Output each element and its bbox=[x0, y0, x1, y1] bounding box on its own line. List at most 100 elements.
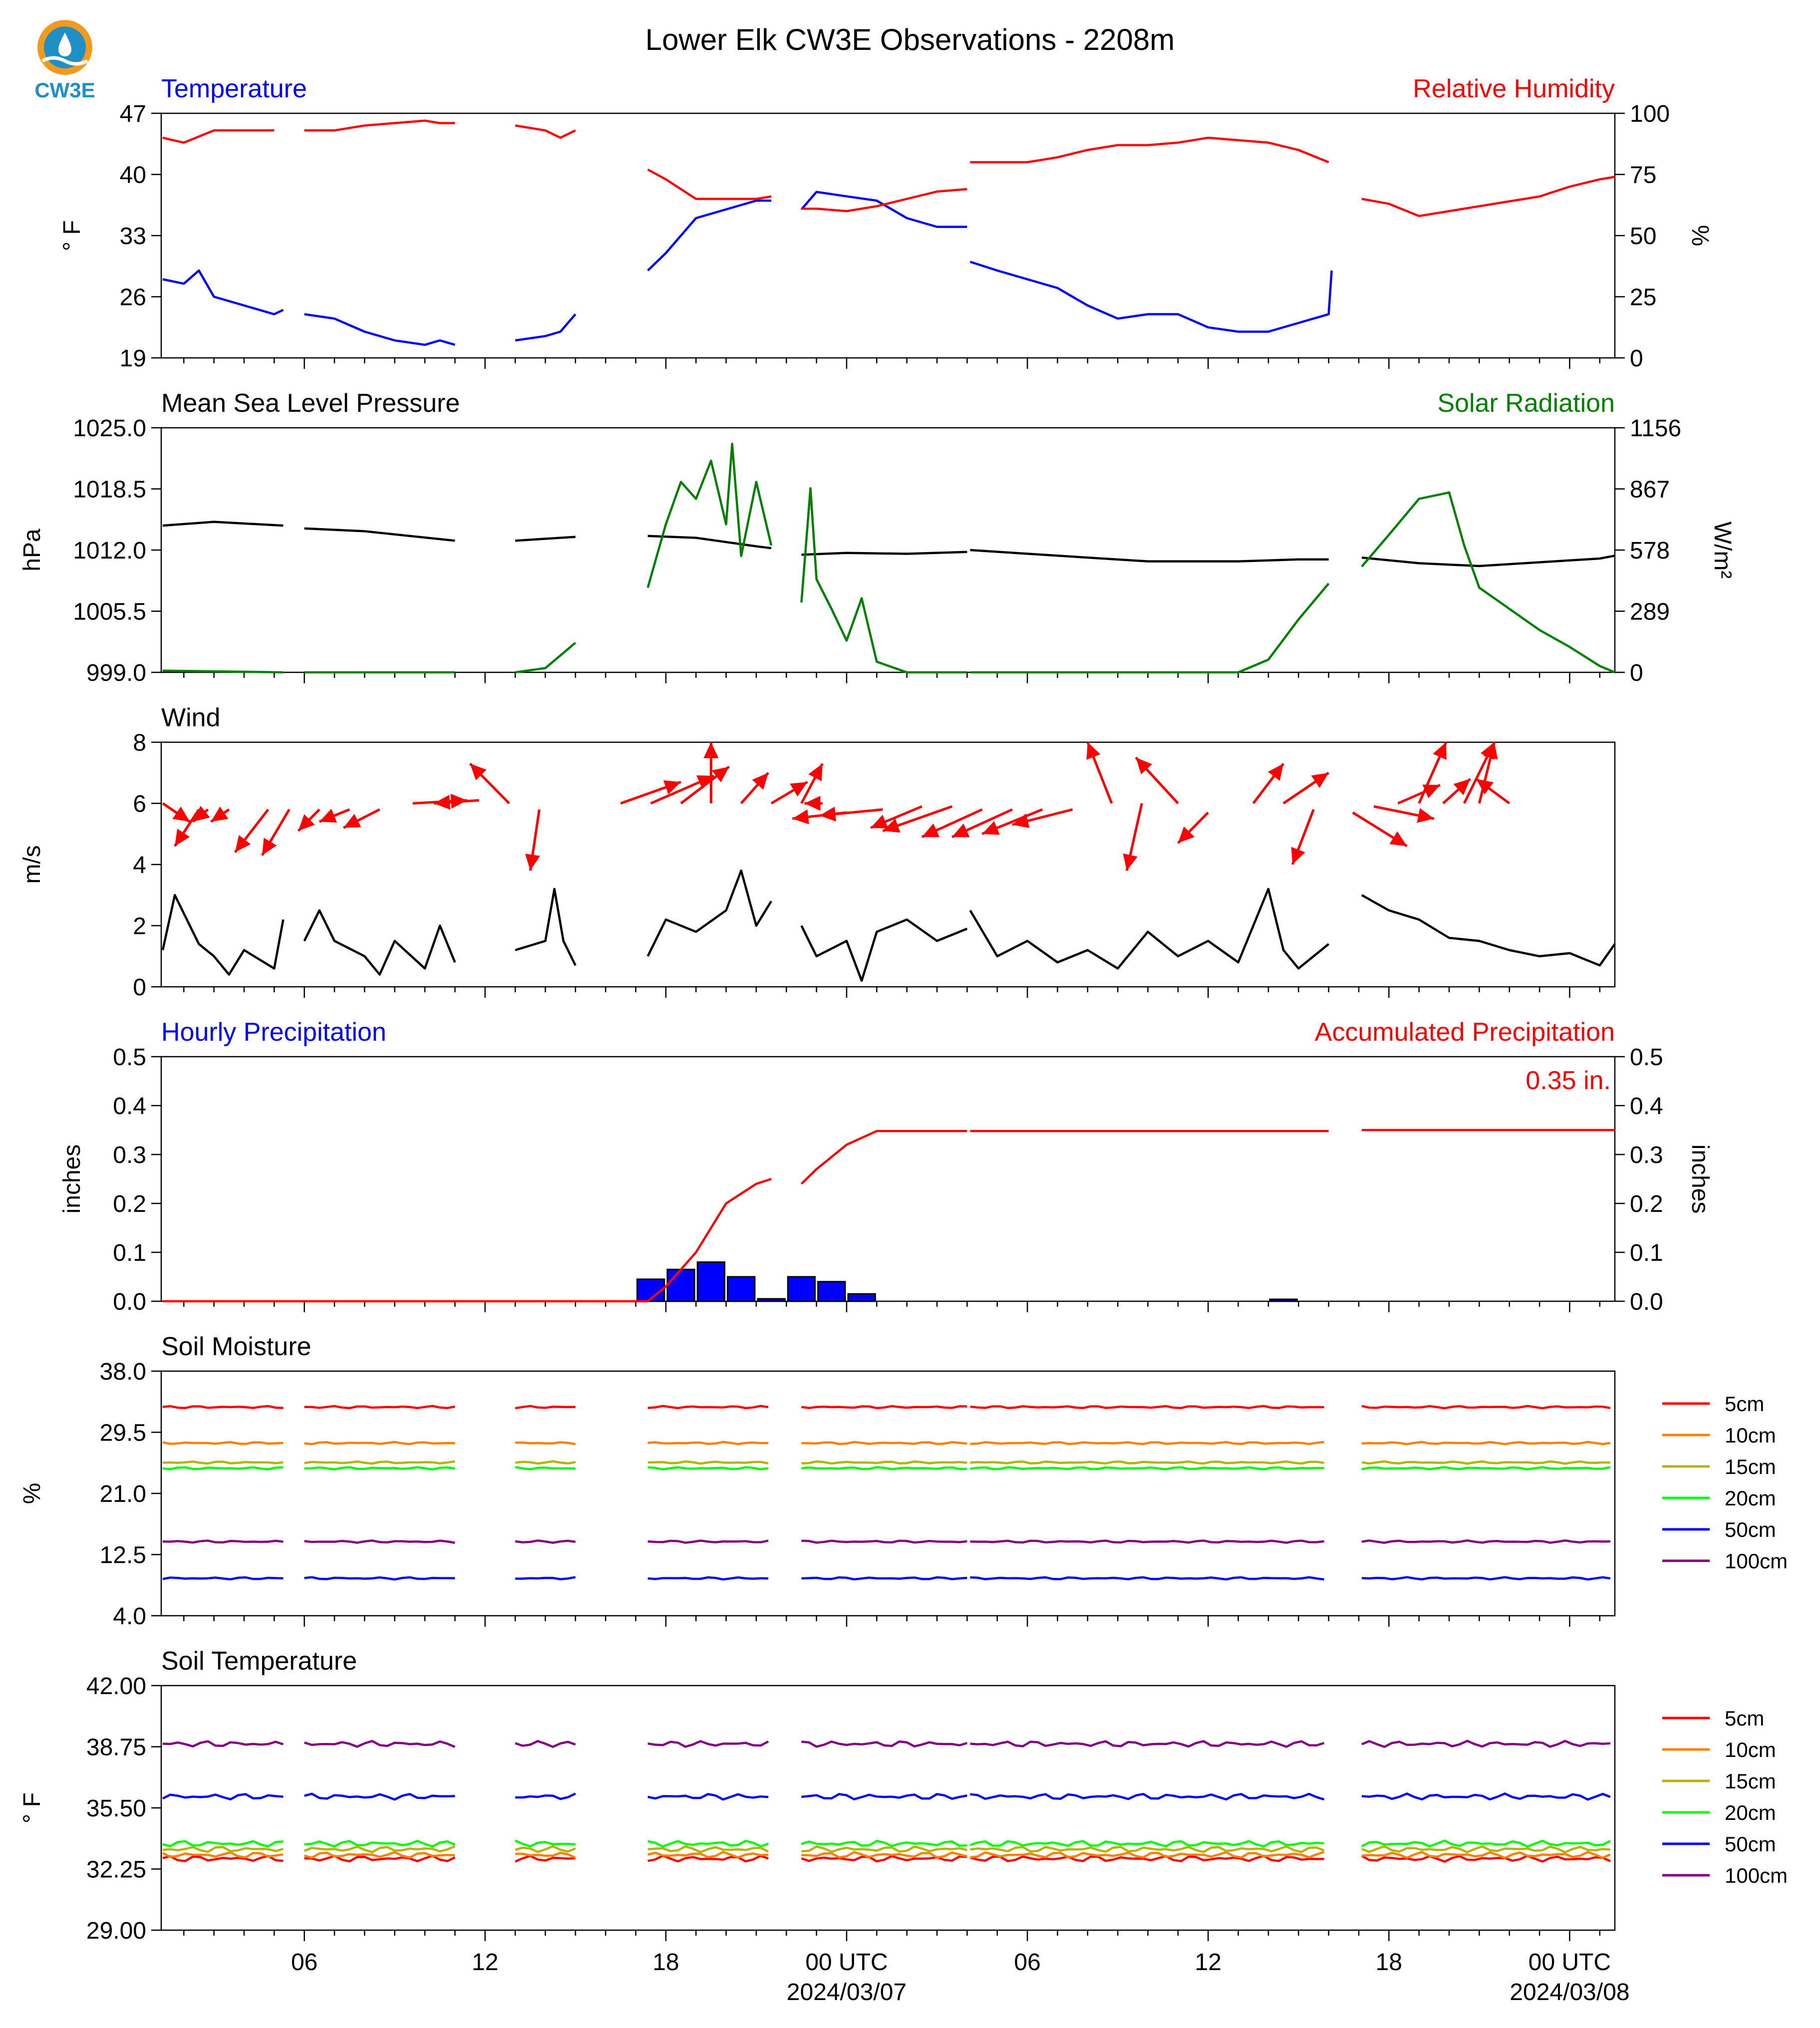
panel-wind: 0 2 4 6 8 Wind m/s bbox=[19, 703, 1616, 1001]
series-line bbox=[162, 521, 1615, 568]
soil-line-100cm bbox=[162, 1739, 1611, 1748]
legend-label: 10cm bbox=[1725, 1424, 1776, 1447]
precip-bar bbox=[696, 1261, 726, 1302]
y-tick-label: 1018.5 bbox=[73, 477, 146, 503]
y-tick-label: 19 bbox=[120, 345, 146, 372]
soil-line-10cm bbox=[162, 1850, 1611, 1859]
y-tick-label: 0.4 bbox=[113, 1093, 146, 1120]
series-line bbox=[162, 119, 1615, 218]
svg-text:CW3E: CW3E bbox=[34, 78, 95, 102]
y-axis-label: m/s bbox=[19, 845, 45, 883]
x-tick-label: 12 bbox=[1195, 1949, 1221, 1976]
wind-arrowhead bbox=[175, 829, 190, 847]
precip-bar bbox=[787, 1276, 816, 1302]
legend-label: 50cm bbox=[1725, 1518, 1776, 1541]
wind-arrowhead bbox=[871, 815, 889, 829]
wind-arrowhead bbox=[1417, 808, 1434, 823]
wind-arrowhead bbox=[1012, 813, 1030, 829]
soil-line-10cm bbox=[162, 1441, 1611, 1446]
wind-arrowhead bbox=[921, 823, 940, 838]
y-axis-label: ° F bbox=[59, 220, 85, 251]
wind-arrowhead bbox=[343, 814, 361, 828]
wind-arrowhead bbox=[470, 763, 487, 781]
wind-arrowhead bbox=[982, 821, 1000, 835]
y-tick-label: 0 bbox=[133, 974, 146, 1001]
y-tick-label: 8 bbox=[133, 730, 146, 756]
wind-arrowhead bbox=[172, 806, 190, 822]
y-right-tick-label: 0.5 bbox=[1630, 1044, 1663, 1071]
wind-arrowhead bbox=[298, 814, 315, 831]
wind-arrowhead bbox=[235, 835, 251, 853]
wind-arrowhead bbox=[1389, 831, 1407, 847]
series-line bbox=[163, 1129, 1615, 1303]
y-right-tick-label: 100 bbox=[1630, 101, 1670, 127]
y-right-tick-label: 0.0 bbox=[1630, 1289, 1663, 1315]
wind-arrowhead bbox=[319, 809, 337, 823]
legend-label: 15cm bbox=[1725, 1769, 1776, 1793]
y-right-tick-label: 25 bbox=[1630, 285, 1656, 311]
wind-arrowhead bbox=[663, 780, 681, 795]
y-tick-label: 35.50 bbox=[86, 1795, 146, 1822]
plot-frame bbox=[160, 1685, 1616, 1931]
precip-bar bbox=[666, 1268, 695, 1302]
legend-label: 20cm bbox=[1725, 1486, 1776, 1510]
y-right-tick-label: 0.3 bbox=[1630, 1142, 1663, 1168]
y-tick-label: 29.5 bbox=[100, 1420, 146, 1447]
panel-soil_temp: 06 12 18 00 UTC 06 12 18 00 UTC 2024/03/07 2024/0… bbox=[19, 1647, 1788, 2006]
soil-line-15cm bbox=[162, 1845, 1611, 1854]
panel-title-left: Hourly Precipitation bbox=[161, 1018, 386, 1047]
y-right-axis-label: % bbox=[1687, 225, 1713, 247]
figure-title: Lower Elk CW3E Observations - 2208m bbox=[645, 23, 1175, 56]
y-right-tick-label: 0 bbox=[1630, 345, 1643, 372]
legend-label: 100cm bbox=[1725, 1549, 1788, 1573]
legend-label: 15cm bbox=[1725, 1455, 1776, 1478]
panel-title-right: Accumulated Precipitation bbox=[1315, 1018, 1615, 1047]
x-tick-label: 18 bbox=[1376, 1949, 1402, 1976]
soil-line-5cm bbox=[162, 1405, 1611, 1410]
wind-arrowhead bbox=[1453, 779, 1471, 796]
wind-arrowhead bbox=[804, 796, 821, 811]
legend-label: 50cm bbox=[1725, 1832, 1776, 1856]
x-date-label: 2024/03/07 bbox=[787, 1979, 907, 2006]
plot-frame bbox=[160, 427, 1616, 673]
y-tick-label: 12.5 bbox=[100, 1542, 146, 1569]
panel-title-left: Soil Temperature bbox=[161, 1647, 357, 1676]
y-tick-label: 0.5 bbox=[113, 1044, 146, 1071]
wind-arrowhead bbox=[792, 809, 809, 825]
accumulation-label: 0.35 in. bbox=[1525, 1066, 1611, 1095]
y-tick-label: 38.0 bbox=[100, 1359, 146, 1385]
y-tick-label: 6 bbox=[133, 791, 146, 818]
x-tick-label: 18 bbox=[652, 1949, 679, 1976]
wind-arrowhead bbox=[1433, 742, 1447, 760]
x-tick-label: 12 bbox=[472, 1949, 498, 1976]
wind-arrowhead bbox=[808, 763, 823, 782]
panel-temp_rh: 19 26 33 40 47 0 25 50 75 100 Temperature Relative … bbox=[59, 74, 1713, 372]
plot-frame bbox=[160, 1056, 1616, 1302]
panel-title-left: Wind bbox=[161, 703, 220, 732]
y-tick-label: 2 bbox=[133, 913, 146, 940]
y-tick-label: 33 bbox=[120, 223, 146, 250]
y-axis-label: ° F bbox=[19, 1792, 45, 1823]
wind-arrowhead bbox=[1136, 757, 1153, 775]
y-tick-label: 42.00 bbox=[86, 1673, 146, 1700]
series-line bbox=[162, 191, 1333, 346]
plot-frame bbox=[160, 741, 1616, 988]
y-tick-label: 0.1 bbox=[113, 1240, 146, 1266]
wind-arrowhead bbox=[1178, 826, 1195, 844]
y-right-tick-label: 50 bbox=[1630, 223, 1656, 250]
panel-title-right: Solar Radiation bbox=[1437, 389, 1615, 418]
legend-label: 5cm bbox=[1725, 1707, 1764, 1730]
legend-label: 10cm bbox=[1725, 1738, 1776, 1761]
soil-line-20cm bbox=[162, 1466, 1611, 1471]
y-tick-label: 1012.0 bbox=[73, 538, 146, 564]
wind-arrowhead bbox=[1086, 742, 1101, 760]
y-right-axis-label: W/m² bbox=[1709, 522, 1736, 579]
x-tick-label: 00 UTC bbox=[805, 1949, 888, 1976]
y-tick-label: 1025.0 bbox=[73, 415, 146, 442]
panel-pressure_solar: 999.0 1005.5 1012.0 1018.5 1025.0 0 289 578 867 1… bbox=[19, 389, 1736, 686]
panel-title-left: Mean Sea Level Pressure bbox=[161, 389, 460, 418]
y-tick-label: 4 bbox=[133, 852, 146, 878]
panel-title-right: Relative Humidity bbox=[1413, 74, 1615, 103]
panel-soil_moist: 4.0 12.5 21.0 29.5 38.0 Soil Moisture% 5cm 10cm… bbox=[19, 1332, 1788, 1630]
